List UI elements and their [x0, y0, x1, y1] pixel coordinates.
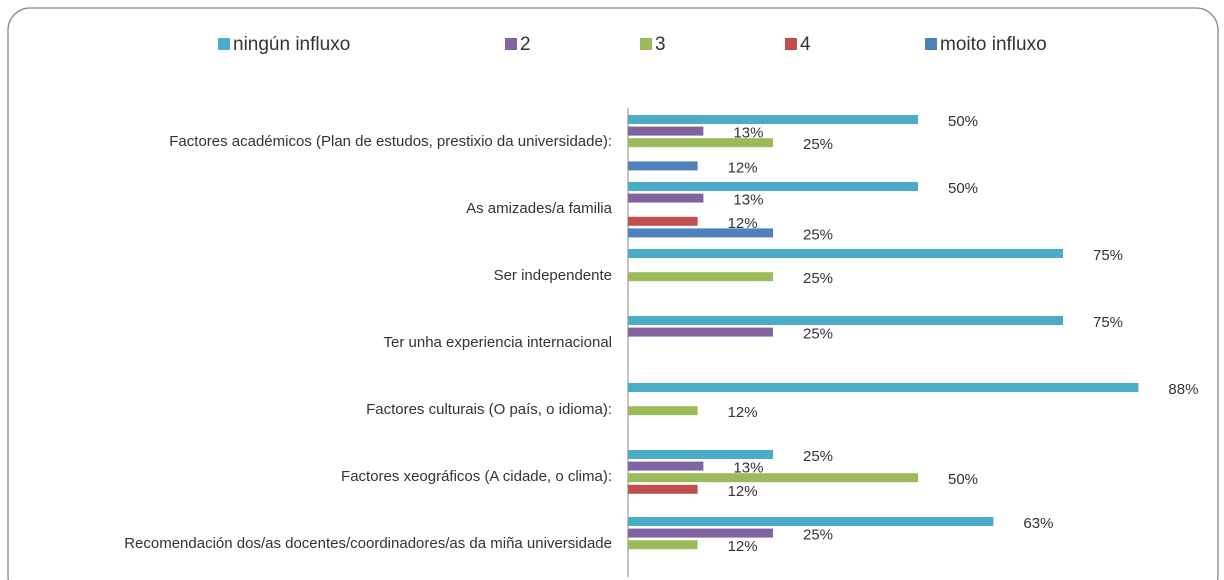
bar	[628, 138, 773, 148]
legend-label: moito influxo	[940, 34, 1047, 55]
value-label: 13%	[733, 460, 763, 477]
bar	[628, 450, 773, 459]
category-text: Factores académicos (Plan de estudos, pr…	[169, 132, 612, 150]
bar	[628, 406, 698, 416]
category-label: Ser independente	[12, 265, 612, 287]
legend-swatch	[925, 38, 937, 50]
value-label: 13%	[733, 192, 763, 209]
bar	[628, 272, 773, 282]
category-label: Ter unha experiencia internacional	[12, 332, 612, 354]
bar	[628, 528, 773, 538]
legend-swatch	[218, 38, 230, 50]
bar	[628, 327, 773, 337]
legend-swatch	[785, 38, 797, 50]
category-text: Ser independente	[493, 266, 612, 284]
bar	[628, 316, 1063, 325]
category-label: As amizades/a familia	[12, 198, 612, 220]
value-label: 12%	[728, 483, 758, 500]
legend-label: 4	[800, 34, 811, 55]
value-label: 12%	[728, 538, 758, 555]
category-text: Factores xeográficos (A cidade, o clima)…	[341, 467, 612, 485]
value-label: 25%	[803, 226, 833, 243]
value-label: 25%	[803, 527, 833, 544]
bar	[628, 517, 994, 526]
bar	[628, 473, 918, 483]
value-label: 25%	[803, 270, 833, 287]
value-label: 75%	[1093, 247, 1123, 264]
category-label: Factores académicos (Plan de estudos, pr…	[12, 131, 612, 153]
value-label: 25%	[803, 448, 833, 465]
value-label: 13%	[733, 125, 763, 142]
category-label: Factores culturais (O país, o idioma):	[12, 399, 612, 421]
category-text: As amizades/a familia	[466, 199, 612, 217]
bar	[628, 484, 698, 494]
legend-label: 2	[520, 34, 531, 55]
value-label: 75%	[1093, 314, 1123, 331]
category-text: Recomendación dos/as docentes/coordinado…	[124, 534, 612, 552]
bar	[628, 115, 918, 124]
bar	[628, 193, 704, 203]
value-label: 50%	[948, 113, 978, 130]
legend-label: ningún influxo	[233, 34, 350, 55]
legend-swatch	[505, 38, 517, 50]
value-label: 12%	[728, 159, 758, 176]
bar	[628, 249, 1063, 258]
value-label: 25%	[803, 326, 833, 343]
chart-border	[7, 7, 1219, 580]
value-label: 12%	[728, 215, 758, 232]
bar	[628, 182, 918, 191]
bar	[628, 228, 773, 238]
value-label: 50%	[948, 180, 978, 197]
bar	[628, 161, 698, 171]
bar	[628, 540, 698, 550]
bar	[628, 126, 704, 136]
value-label: 63%	[1023, 515, 1053, 532]
bar	[628, 216, 698, 226]
bar	[628, 461, 704, 471]
category-text: Factores culturais (O país, o idioma):	[366, 400, 612, 418]
legend-label: 3	[655, 34, 666, 55]
category-text: Ter unha experiencia internacional	[383, 333, 612, 351]
legend-swatch	[640, 38, 652, 50]
category-label: Recomendación dos/as docentes/coordinado…	[12, 533, 612, 555]
value-label: 88%	[1168, 381, 1198, 398]
value-label: 25%	[803, 136, 833, 153]
bar	[628, 383, 1139, 392]
value-label: 12%	[728, 404, 758, 421]
category-label: Factores xeográficos (A cidade, o clima)…	[12, 466, 612, 488]
value-label: 50%	[948, 471, 978, 488]
